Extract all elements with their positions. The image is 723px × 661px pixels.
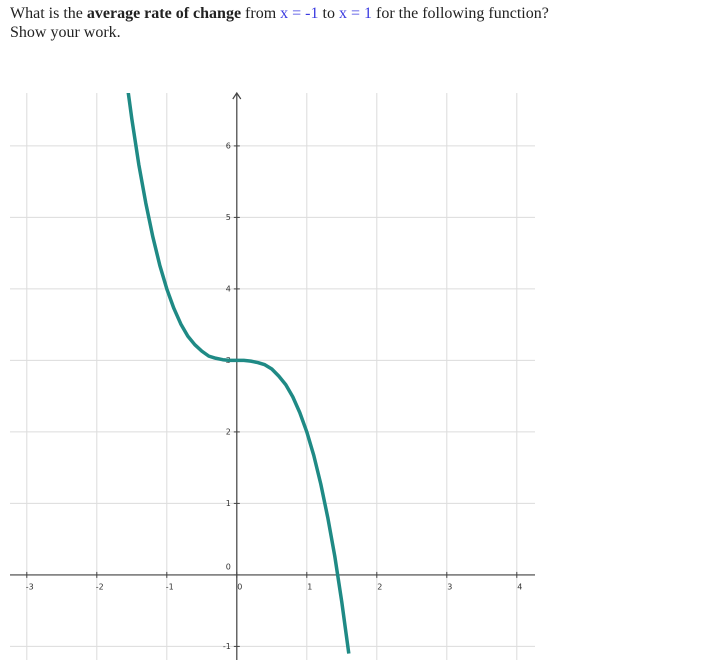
plot-area xyxy=(126,93,351,654)
y-tick-label: 0 xyxy=(226,562,231,571)
text: for the following function? xyxy=(372,5,549,22)
x-tick-label: 1 xyxy=(307,582,312,591)
text: What is the xyxy=(10,5,87,22)
text: to xyxy=(318,5,339,22)
math-text: x = 1 xyxy=(338,5,372,22)
question-line: What is the average rate of change from … xyxy=(10,4,549,23)
axis-arrow xyxy=(232,91,242,100)
x-tick-label: -1 xyxy=(166,582,174,591)
y-tick-label: 6 xyxy=(226,141,231,150)
y-tick-label: 5 xyxy=(226,213,231,222)
x-tick-label: 3 xyxy=(447,582,452,591)
x-tick-label: 2 xyxy=(377,582,382,591)
y-tick-label: 2 xyxy=(226,427,231,436)
y-tick-label: -1 xyxy=(223,642,231,651)
text: from xyxy=(241,5,281,22)
math-text: x = -1 xyxy=(280,5,319,22)
bold-text: average rate of change xyxy=(86,5,242,22)
x-tick-label: 4 xyxy=(517,582,522,591)
question: What is the average rate of change from … xyxy=(10,4,549,42)
x-tick-label: -2 xyxy=(96,582,104,591)
function-curve xyxy=(126,93,351,654)
y-tick-label: 4 xyxy=(226,284,231,293)
question-line: Show your work. xyxy=(10,24,121,41)
x-tick-label: -3 xyxy=(26,582,34,591)
x-tick-label: 0 xyxy=(237,582,242,591)
y-tick-label: 1 xyxy=(226,499,231,508)
